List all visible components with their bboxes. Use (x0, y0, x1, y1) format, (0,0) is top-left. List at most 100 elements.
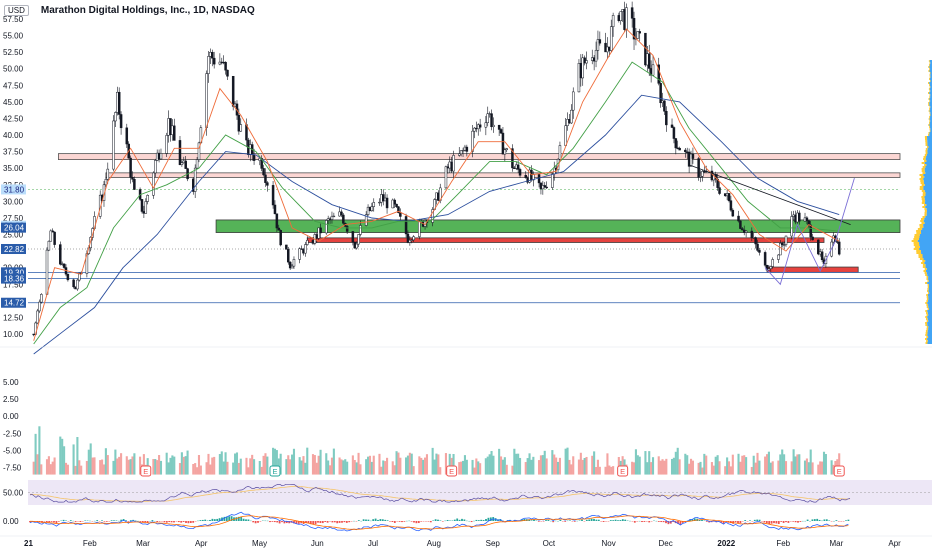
profile-bar-blue (929, 70, 932, 72)
oscillator-bar (659, 460, 662, 475)
candle-body (47, 240, 51, 251)
oscillator-bar (579, 452, 582, 475)
macd-histogram-bar (487, 517, 490, 521)
profile-bar (925, 334, 928, 336)
macd-histogram-bar (345, 521, 348, 523)
rsi-tick-label: 50.00 (3, 489, 24, 498)
candle-body (619, 11, 622, 21)
candle-body (59, 244, 62, 265)
candle-body (159, 153, 163, 160)
macd-histogram-bar (273, 521, 276, 523)
profile-bar (914, 236, 920, 238)
macd-histogram-bar (847, 519, 850, 521)
macd-histogram-bar (365, 519, 367, 521)
oscillator-bar (572, 456, 575, 475)
oscillator-bar (298, 457, 301, 475)
oscillator-bar (452, 454, 455, 475)
candle-body (226, 69, 229, 77)
profile-bar-blue (927, 136, 932, 138)
oscillator-bar (420, 457, 423, 475)
oscillator-bar (796, 454, 799, 475)
candle-body (165, 135, 168, 154)
macd-histogram-bar (609, 520, 612, 521)
oscillator-tick-label: -7.50 (3, 464, 22, 473)
macd-histogram-bar (770, 521, 773, 524)
oscillator-bar (777, 460, 780, 475)
candle-body (399, 212, 402, 217)
candle-body (444, 166, 448, 189)
candle-body (342, 214, 345, 224)
candle-body (452, 155, 455, 172)
oscillator-bar (116, 458, 119, 475)
macd-histogram-bar (312, 521, 315, 525)
oscillator-bar (382, 460, 385, 475)
profile-bar (929, 90, 931, 92)
oscillator-bar (367, 456, 370, 475)
profile-bar-blue (928, 290, 932, 292)
profile-bar (924, 154, 927, 156)
oscillator-bar (769, 462, 772, 475)
oscillator-bar (726, 457, 729, 475)
profile-bar (929, 96, 931, 98)
oscillator-bar (211, 457, 214, 475)
oscillator-bar (460, 461, 463, 475)
candle-body (385, 197, 389, 209)
macd-histogram-bar (163, 521, 166, 523)
oscillator-bar (209, 464, 212, 475)
oscillator-bar (63, 446, 66, 475)
macd-histogram-bar (223, 516, 226, 521)
price-tick-label: 30.00 (3, 197, 24, 206)
profile-bar (926, 296, 929, 298)
profile-bar (928, 110, 930, 112)
candle-body (837, 241, 841, 255)
profile-bar-blue (924, 262, 932, 264)
candle-body (53, 231, 56, 245)
candle-body (790, 216, 793, 237)
profile-bar-blue (927, 322, 932, 324)
oscillator-bar (564, 448, 567, 475)
macd-histogram-bar (722, 521, 725, 524)
macd-histogram-bar (305, 521, 307, 523)
profile-bar-blue (927, 144, 932, 146)
macd-histogram-bar (585, 519, 588, 521)
macd-histogram-bar (297, 521, 300, 524)
profile-bar-blue (929, 124, 932, 126)
price-tick-label: 12.50 (3, 313, 24, 322)
oscillator-bar (798, 454, 801, 475)
oscillator-bar (598, 466, 601, 475)
profile-bar (929, 128, 931, 130)
profile-bar (925, 148, 928, 150)
macd-histogram-bar (446, 519, 449, 521)
oscillator-bar (340, 459, 343, 475)
macd-histogram-bar (379, 519, 382, 521)
candle-body (798, 212, 801, 222)
profile-bar-blue (928, 308, 932, 310)
macd-histogram-bar (533, 519, 535, 521)
oscillator-bar (249, 458, 252, 475)
zone-support-red-3 (306, 237, 825, 243)
price-axis: 10.0012.5017.5020.0022.5025.0027.5030.00… (1, 15, 26, 339)
profile-bar (925, 138, 928, 140)
profile-bar (927, 292, 930, 294)
profile-bar (919, 186, 924, 188)
profile-bar-blue (925, 264, 932, 266)
oscillator-bar (646, 462, 649, 475)
macd-histogram-bar (665, 521, 667, 524)
candle-body (408, 239, 412, 243)
candle-body (325, 220, 328, 234)
macd-histogram-bar (69, 520, 72, 521)
oscillator-bar (125, 456, 128, 475)
macd-histogram-bar (765, 521, 768, 524)
profile-bar-blue (930, 112, 932, 114)
signal-line (30, 515, 849, 530)
oscillator-bar (511, 465, 514, 475)
oscillator-bar (570, 464, 573, 475)
oscillator-bar (424, 457, 427, 475)
profile-bar-blue (928, 280, 932, 282)
profile-bar (920, 180, 924, 182)
oscillator-bar (194, 463, 197, 475)
earnings-marker (833, 465, 845, 477)
currency-badge[interactable]: USD (4, 4, 29, 16)
oscillator-bar (566, 447, 569, 475)
